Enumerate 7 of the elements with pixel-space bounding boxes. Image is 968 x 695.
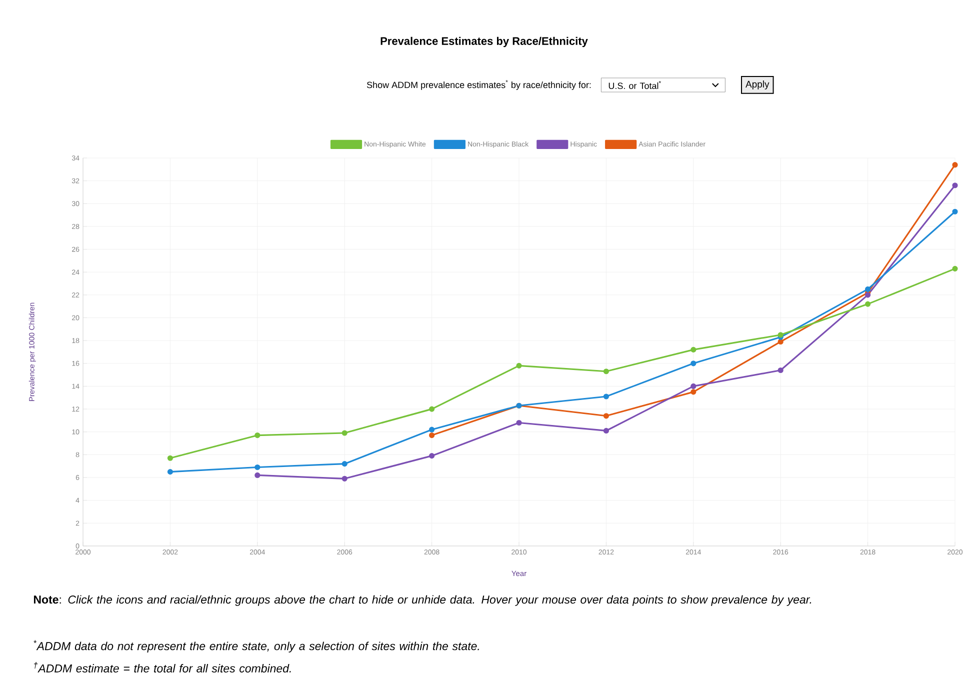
text: $^{*}$ADDM data do not represent the entire state, only a selection of sites within the state. xyxy=(34,640,479,652)
chart-title: Prevalence Estimates by Race/Ethnicity xyxy=(380,36,588,48)
text: Apply xyxy=(746,80,770,90)
text: U.S. or Total$^{*}$ xyxy=(608,80,661,90)
text: $^{†}$ADDM estimate = the total for all sites combined. xyxy=(34,662,291,672)
text: Note: Click the icons and racial/ethnic groups above the chart to hide or unhide data. Hover your mouse over data points to show prevalence by year. xyxy=(34,595,812,606)
text: Show ADDM prevalence estimates$^{*}$ by race/ethnicity for: xyxy=(366,80,591,90)
